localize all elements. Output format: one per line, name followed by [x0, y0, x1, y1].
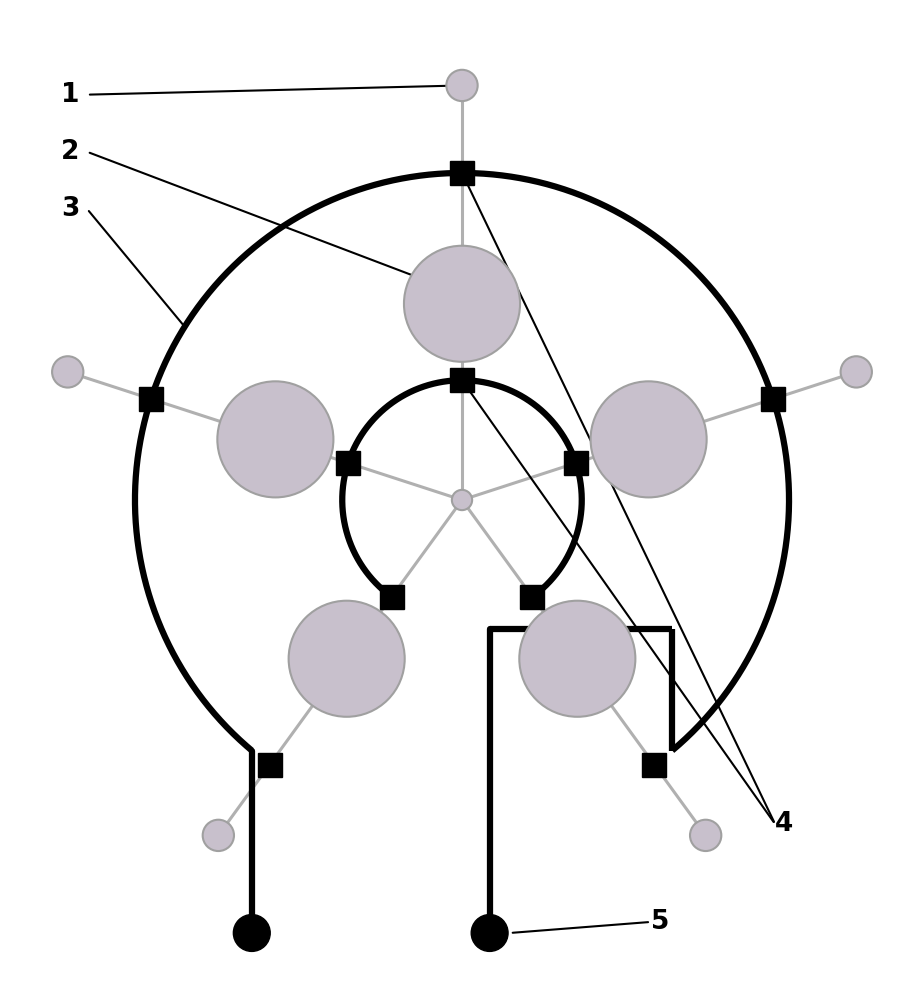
Circle shape [471, 915, 508, 951]
Circle shape [234, 915, 270, 951]
Circle shape [404, 246, 520, 362]
Polygon shape [258, 753, 282, 777]
Circle shape [446, 70, 478, 101]
Circle shape [288, 601, 405, 717]
Circle shape [841, 356, 872, 388]
Circle shape [202, 820, 234, 851]
Circle shape [52, 356, 83, 388]
Text: 2: 2 [61, 139, 79, 165]
Text: 1: 1 [61, 82, 79, 108]
Circle shape [590, 381, 707, 497]
Text: 5: 5 [650, 909, 669, 935]
Text: 3: 3 [61, 196, 79, 222]
Text: 4: 4 [775, 811, 794, 837]
Circle shape [690, 820, 722, 851]
Polygon shape [761, 387, 785, 411]
Polygon shape [450, 368, 474, 392]
Polygon shape [450, 161, 474, 185]
Polygon shape [642, 753, 666, 777]
Circle shape [217, 381, 334, 497]
Polygon shape [564, 451, 588, 475]
Polygon shape [336, 451, 360, 475]
Circle shape [519, 601, 636, 717]
Polygon shape [520, 585, 544, 609]
Circle shape [452, 490, 472, 510]
Polygon shape [380, 585, 404, 609]
Polygon shape [139, 387, 163, 411]
